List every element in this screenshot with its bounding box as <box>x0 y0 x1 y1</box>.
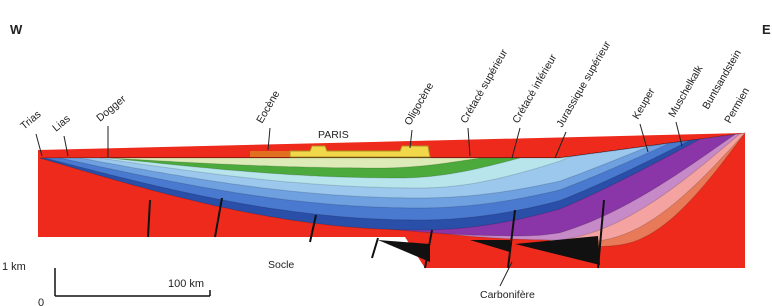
west-label: W <box>10 22 23 37</box>
layer-label: Dogger <box>94 93 128 125</box>
layer-label: Socle <box>268 259 294 271</box>
layer-label: Keuper <box>630 86 658 122</box>
layer-label: Lias <box>50 113 72 135</box>
fault <box>372 238 378 258</box>
layer-label: Eocène <box>254 89 282 126</box>
layer-label: Muschelkalk <box>666 63 706 120</box>
cross-section: W E Trias Lias Dogger Eocène PARIS Oligo… <box>0 0 772 306</box>
layer-label: Crétacé supérieur <box>458 47 510 126</box>
scale-label: 100 km <box>168 278 204 290</box>
layer-label: Oligocène <box>402 80 436 127</box>
layer-label: Crétacé inférieur <box>510 52 559 126</box>
east-label: E <box>762 22 771 37</box>
scale-bar: 1 km 100 km 0 <box>2 261 210 306</box>
scale-label: 0 <box>38 297 44 306</box>
layer-label: Carbonifère <box>480 289 535 301</box>
layer-label: PARIS <box>318 129 349 141</box>
layer-label: Jurassique supérieur <box>554 39 613 130</box>
scale-label: 1 km <box>2 261 26 273</box>
layer-label: Permien <box>722 86 752 126</box>
eocene-patch <box>250 151 290 157</box>
layer-label: Trias <box>18 108 43 132</box>
